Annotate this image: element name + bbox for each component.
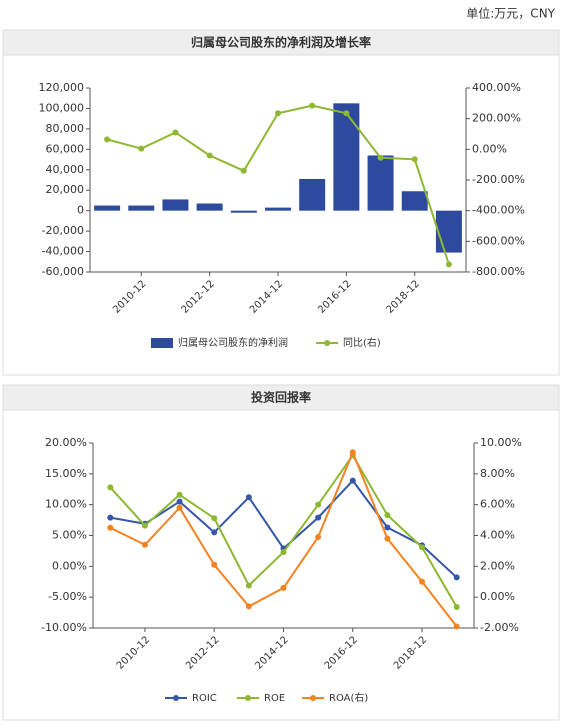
y2-tick-label: 200.00% — [472, 112, 521, 125]
y2-tick-label: 2.00% — [480, 559, 515, 572]
point — [107, 484, 114, 491]
y2-tick-label: 400.00% — [472, 81, 521, 94]
point — [245, 494, 252, 501]
y2-tick-label: 4.00% — [480, 529, 515, 542]
y2-tick-label: 0.00% — [472, 142, 507, 155]
point — [377, 154, 384, 161]
legend-swatch — [245, 695, 251, 701]
bar — [230, 210, 257, 213]
bar — [401, 191, 428, 211]
point — [445, 261, 452, 268]
y-tick-label: 15.00% — [45, 467, 87, 480]
y-tick-label: 120,000 — [39, 81, 85, 94]
y2-tick-label: 6.00% — [480, 498, 515, 511]
point — [309, 102, 316, 109]
point — [245, 603, 252, 610]
legend-swatch — [173, 695, 179, 701]
point — [107, 514, 114, 521]
point — [419, 578, 426, 585]
legend-swatch — [310, 695, 316, 701]
y2-tick-label: -800.00% — [472, 265, 525, 278]
y-tick-label: 5.00% — [52, 529, 87, 542]
point — [343, 110, 350, 117]
point — [453, 574, 460, 581]
point — [280, 549, 287, 556]
point — [141, 522, 148, 529]
point — [280, 584, 287, 591]
y2-tick-label: -200.00% — [472, 173, 525, 186]
bar — [299, 178, 326, 211]
y-tick-label: 20.00% — [45, 436, 87, 449]
legend-label: ROIC — [192, 693, 217, 704]
point — [107, 524, 114, 531]
y-tick-label: -40,000 — [42, 245, 84, 258]
y-tick-label: -5.00% — [48, 590, 87, 603]
bar — [162, 199, 189, 211]
point — [419, 544, 426, 551]
legend-label: ROE — [264, 693, 285, 704]
y-tick-label: 80,000 — [46, 122, 85, 135]
y-tick-label: 0 — [77, 204, 84, 217]
panel-header — [2, 29, 560, 56]
legend-label: ROA(右) — [329, 691, 368, 704]
y2-tick-label: 0.00% — [480, 590, 515, 603]
panel-header — [2, 384, 560, 411]
point — [211, 515, 218, 522]
bar — [333, 103, 360, 211]
point — [384, 535, 391, 542]
legend-label: 同比(右) — [343, 336, 381, 349]
point — [453, 623, 460, 630]
point — [275, 110, 281, 117]
y-tick-label: 0.00% — [52, 559, 87, 572]
point — [141, 541, 148, 548]
chart-title: 投资回报率 — [251, 390, 311, 405]
bar — [367, 155, 394, 211]
point — [211, 529, 218, 536]
point — [411, 156, 418, 163]
y2-tick-label: 10.00% — [480, 436, 522, 449]
point — [245, 582, 252, 589]
point — [176, 491, 183, 498]
y-tick-label: 60,000 — [46, 142, 85, 155]
y-tick-label: 40,000 — [46, 163, 85, 176]
bar — [196, 203, 223, 211]
y2-tick-label: 8.00% — [480, 467, 515, 480]
point — [453, 604, 460, 611]
y-tick-label: 20,000 — [46, 183, 85, 196]
y-tick-label: -10.00% — [41, 621, 87, 634]
point — [315, 501, 322, 508]
point — [176, 504, 183, 511]
y2-tick-label: -600.00% — [472, 234, 525, 247]
point — [315, 514, 322, 521]
unit: 单位:万元，CNY — [466, 6, 555, 21]
y2-tick-label: -2.00% — [480, 621, 519, 634]
point — [211, 561, 218, 568]
point — [138, 145, 145, 152]
legend-swatch — [151, 338, 173, 348]
chart-title: 归属母公司股东的净利润及增长率 — [191, 35, 371, 50]
point — [384, 512, 391, 519]
bar — [265, 207, 291, 211]
y-tick-label: 10.00% — [45, 498, 87, 511]
point — [206, 152, 213, 159]
legend-swatch — [324, 340, 330, 346]
point — [349, 477, 356, 484]
point — [315, 534, 322, 541]
point — [240, 167, 247, 174]
point — [349, 449, 356, 456]
point — [176, 498, 183, 505]
bar — [94, 205, 121, 211]
y-tick-label: 100,000 — [39, 101, 85, 114]
y-tick-label: -60,000 — [42, 265, 84, 278]
legend-label: 归属母公司股东的净利润 — [178, 336, 288, 349]
point — [104, 136, 111, 143]
y-tick-label: -20,000 — [42, 224, 84, 237]
point — [172, 129, 179, 136]
bar — [435, 210, 462, 253]
bar — [128, 205, 155, 211]
y2-tick-label: -400.00% — [472, 204, 525, 217]
point — [384, 524, 391, 531]
